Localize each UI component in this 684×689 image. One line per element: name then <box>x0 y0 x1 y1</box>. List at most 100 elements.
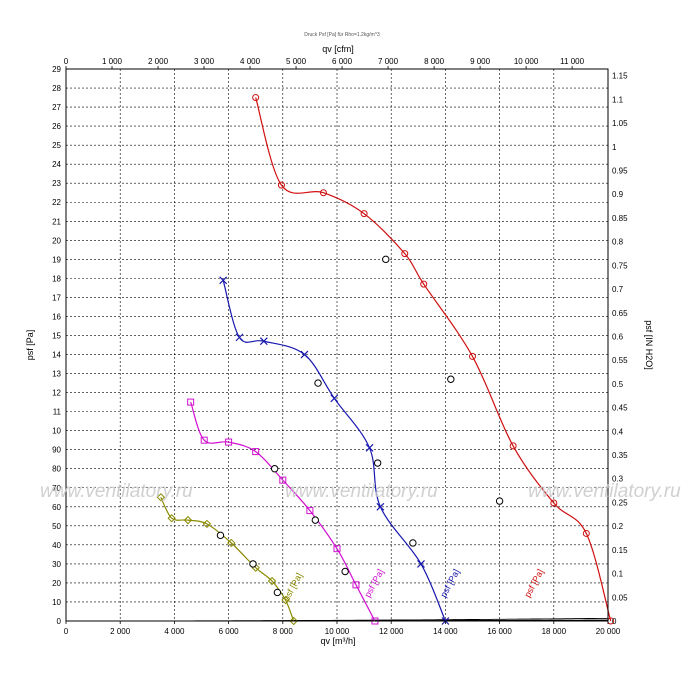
y-tick-label: 28 <box>52 84 61 93</box>
y2-tick-label: 0.65 <box>612 309 628 318</box>
x-tick-label: 4 000 <box>164 627 185 636</box>
y2-tick-label: 0 <box>612 617 617 626</box>
operating-point <box>274 589 280 595</box>
x-tick-label: 16 000 <box>487 627 512 636</box>
y2-tick-label: 0.9 <box>612 190 624 199</box>
y2-tick-label: 0.85 <box>612 214 628 223</box>
operating-point <box>448 376 454 382</box>
fan-curve-line <box>161 497 294 621</box>
fan-curve-series: psf [Pa] <box>220 277 462 625</box>
y-tick-label: 30 <box>52 560 61 569</box>
watermark: www.ventilatory.ru <box>285 481 438 502</box>
y-tick-label: 13 <box>52 370 61 379</box>
y-axis-title: psf [Pa] <box>25 330 35 361</box>
y-tick-label: 60 <box>52 503 61 512</box>
x-tick-label: 12 000 <box>379 627 404 636</box>
y-tick-label: 15 <box>52 331 61 340</box>
x-tick-label: 18 000 <box>542 627 567 636</box>
x2-tick-label: 4 000 <box>240 57 261 66</box>
series-label: psf [Pa] <box>522 567 545 599</box>
x-tick-label: 20 000 <box>596 627 621 636</box>
y-tick-label: 14 <box>52 351 61 360</box>
y2-tick-label: 0.2 <box>612 522 624 531</box>
y-tick-label: 10 <box>52 427 61 436</box>
y2-tick-label: 0.05 <box>612 593 628 602</box>
y2-tick-label: 0.7 <box>612 285 624 294</box>
operating-point <box>342 568 348 574</box>
y2-tick-label: 0.45 <box>612 404 628 413</box>
x2-tick-label: 2 000 <box>148 57 169 66</box>
y-tick-label: 16 <box>52 312 61 321</box>
operating-point <box>383 256 389 262</box>
y2-tick-label: 0.55 <box>612 356 628 365</box>
operating-point <box>312 517 318 523</box>
y2-tick-label: 1 <box>612 143 617 152</box>
grid-layer <box>66 69 608 621</box>
y2-tick-label: 1.15 <box>612 72 628 81</box>
y-tick-label: 12 <box>52 389 61 398</box>
y-tick-label: 18 <box>52 274 61 283</box>
y2-tick-label: 0.1 <box>612 570 624 579</box>
operating-point <box>374 460 380 466</box>
y-tick-label: 25 <box>52 141 61 150</box>
y2-tick-label: 0.5 <box>612 380 624 389</box>
x2-tick-label: 1 000 <box>102 57 123 66</box>
y-tick-label: 20 <box>52 236 61 245</box>
x2-tick-label: 8 000 <box>424 57 445 66</box>
y2-axis-title: psf [IN H2O] <box>644 320 654 370</box>
y2-tick-label: 0.6 <box>612 332 624 341</box>
operating-point <box>496 498 502 504</box>
data-point-marker <box>188 399 194 405</box>
y-tick-label: 27 <box>52 103 61 112</box>
series-label: psf [Pa] <box>438 567 461 599</box>
operating-point <box>410 540 416 546</box>
y-tick-label: 26 <box>52 122 61 131</box>
y-tick-label: 20 <box>52 579 61 588</box>
x2-tick-label: 0 <box>64 57 69 66</box>
y-tick-label: 11 <box>53 408 62 417</box>
y-tick-label: 24 <box>52 160 61 169</box>
y2-tick-label: 1.1 <box>612 95 624 104</box>
x2-tick-label: 10 000 <box>514 57 539 66</box>
y2-tick-label: 0.35 <box>612 451 628 460</box>
y-tick-label: 80 <box>52 465 61 474</box>
y2-tick-label: 0.15 <box>612 546 628 555</box>
fan-curve-series: psf [Pa] <box>157 494 304 625</box>
x2-tick-label: 9 000 <box>470 57 491 66</box>
watermark: www.ventilatory.ru <box>528 481 681 502</box>
x-tick-label: 8 000 <box>273 627 294 636</box>
x-tick-label: 14 000 <box>433 627 458 636</box>
x2-tick-label: 6 000 <box>332 57 353 66</box>
y-tick-label: 0 <box>57 617 62 626</box>
x-tick-label: 0 <box>64 627 69 636</box>
x-tick-label: 6 000 <box>219 627 240 636</box>
y-tick-label: 17 <box>52 293 61 302</box>
x-tick-label: 10 000 <box>325 627 350 636</box>
series-label: psf [Pa] <box>362 567 385 599</box>
y2-tick-label: 0.4 <box>612 427 624 436</box>
x2-tick-label: 11 000 <box>560 57 584 66</box>
x2-tick-label: 7 000 <box>378 57 399 66</box>
operating-point <box>271 466 277 472</box>
y2-tick-label: 0.95 <box>612 166 628 175</box>
y-tick-label: 21 <box>52 217 61 226</box>
x-tick-label: 2 000 <box>110 627 131 636</box>
y-tick-label: 23 <box>52 179 61 188</box>
y-tick-label: 22 <box>52 198 61 207</box>
y-tick-label: 40 <box>52 541 61 550</box>
y-tick-label: 19 <box>52 255 61 264</box>
operating-point <box>250 561 256 567</box>
x2-tick-label: 5 000 <box>286 57 307 66</box>
x2-tick-label: 3 000 <box>194 57 215 66</box>
y-tick-label: 50 <box>52 522 61 531</box>
series-layer: psf [Pa] psf [Pa] psf [Pa] psf [Pa] <box>157 95 613 625</box>
operating-point <box>315 380 321 386</box>
operating-point <box>217 532 223 538</box>
y-tick-label: 90 <box>52 446 61 455</box>
chart-title: Druck Psf [Pa] für Rho=1.2kg/m^3 <box>304 32 380 38</box>
x-axis-title: qv [m³/h] <box>320 636 355 646</box>
data-point-marker <box>366 444 373 451</box>
data-point-marker <box>220 277 227 284</box>
